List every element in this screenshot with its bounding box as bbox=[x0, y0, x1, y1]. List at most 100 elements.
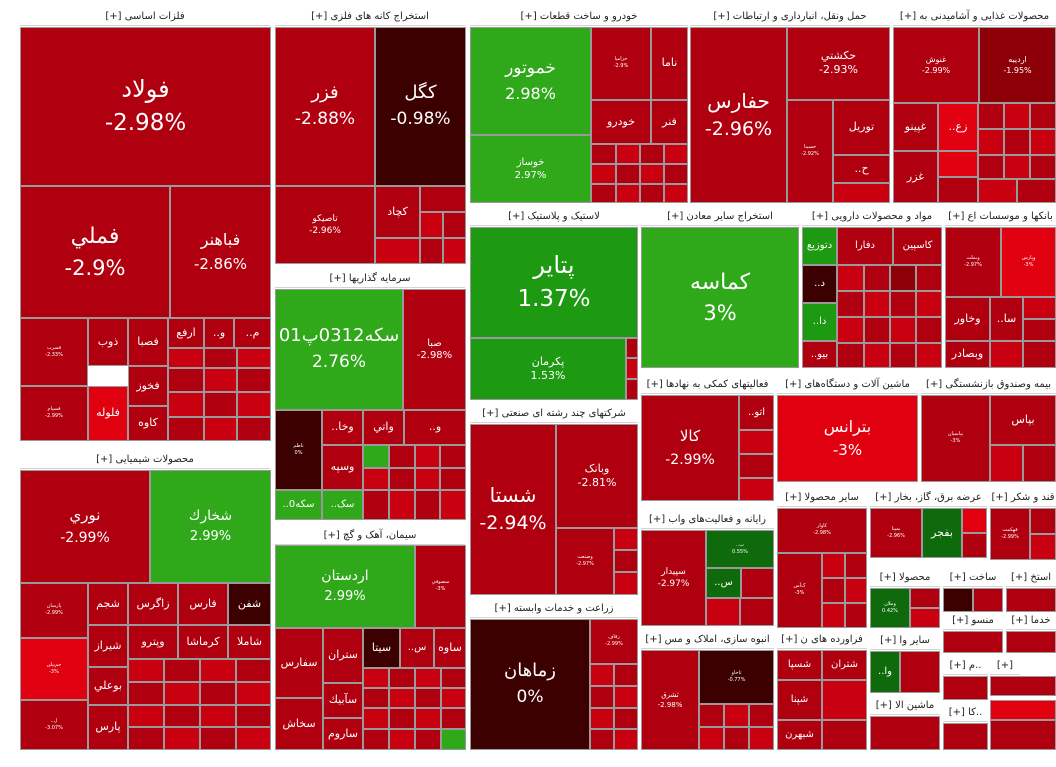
treemap-tile-small[interactable] bbox=[626, 358, 638, 379]
treemap-tile-small[interactable] bbox=[837, 291, 864, 317]
treemap-tile-small[interactable] bbox=[845, 578, 867, 603]
treemap-tile-small[interactable] bbox=[237, 348, 271, 368]
treemap-tile-small[interactable] bbox=[168, 417, 204, 441]
treemap-tile-small[interactable] bbox=[640, 144, 664, 164]
treemap-tile-small[interactable] bbox=[389, 688, 415, 708]
treemap-tile-small[interactable] bbox=[699, 704, 724, 727]
treemap-tile[interactable]: توريل bbox=[833, 100, 890, 155]
treemap-tile-small[interactable] bbox=[420, 186, 466, 212]
sector-header[interactable]: سایر محصولا [+] bbox=[777, 489, 867, 507]
treemap-tile[interactable]: ..و bbox=[404, 410, 466, 445]
sector-header[interactable]: منسو [+] bbox=[943, 612, 1003, 630]
treemap-tile-small[interactable] bbox=[415, 468, 440, 490]
treemap-tile-small[interactable] bbox=[749, 727, 774, 750]
treemap-tile-small[interactable] bbox=[938, 177, 978, 203]
treemap-tile[interactable]: سیتا bbox=[363, 628, 400, 668]
treemap-tile[interactable]: تاصيكو -2.96% bbox=[275, 186, 375, 264]
treemap-tile[interactable]: فلوله bbox=[88, 386, 128, 441]
treemap-tile-small[interactable] bbox=[822, 680, 867, 720]
treemap-tile-small[interactable] bbox=[822, 720, 867, 750]
treemap-tile[interactable]: فسپام -2.99% bbox=[20, 386, 88, 441]
treemap-tile-small[interactable] bbox=[943, 588, 973, 612]
sector-header[interactable]: انبوه سازی، املاک و مس [+] bbox=[641, 631, 774, 649]
treemap-tile[interactable]: پارسان -2.99% bbox=[20, 583, 88, 638]
treemap-tile[interactable]: وبصادر bbox=[945, 341, 990, 368]
treemap-tile-small[interactable] bbox=[389, 468, 415, 490]
treemap-tile[interactable]: دفارا bbox=[837, 227, 893, 265]
treemap-tile-small[interactable] bbox=[740, 598, 774, 626]
treemap-tile[interactable]: دتوزيع bbox=[802, 227, 837, 265]
sector-header[interactable]: لاستیک و پلاستیک [+] bbox=[470, 208, 638, 226]
treemap-tile-small[interactable] bbox=[616, 164, 640, 184]
treemap-tile[interactable]: ..اتو bbox=[739, 395, 774, 430]
treemap-tile-small[interactable] bbox=[616, 144, 640, 164]
treemap-tile-small[interactable] bbox=[375, 238, 420, 264]
treemap-tile-small[interactable] bbox=[864, 343, 890, 368]
sector-header[interactable]: زراعت و خدمات وابسته [+] bbox=[470, 600, 638, 618]
treemap-tile-small[interactable] bbox=[822, 603, 845, 628]
treemap-tile-small[interactable] bbox=[164, 659, 200, 682]
treemap-tile-small[interactable] bbox=[739, 454, 774, 478]
treemap-tile[interactable]: بترانس -3% bbox=[777, 395, 918, 482]
treemap-tile[interactable]: زماهان 0% bbox=[470, 619, 590, 750]
treemap-tile-small[interactable] bbox=[614, 550, 638, 572]
treemap-tile[interactable]: کرماشا bbox=[178, 625, 228, 659]
treemap-tile[interactable]: خودرو bbox=[591, 100, 651, 144]
treemap-tile-small[interactable] bbox=[916, 343, 942, 368]
sector-header[interactable]: فعالیتهای کمکی به نهادها [+] bbox=[641, 376, 774, 394]
treemap-tile-small[interactable] bbox=[420, 212, 443, 238]
treemap-tile-small[interactable] bbox=[168, 392, 204, 417]
treemap-tile[interactable]: شاملا bbox=[228, 625, 271, 659]
treemap-tile[interactable]: سخاش bbox=[275, 698, 323, 750]
sector-header[interactable]: ساخت [+] bbox=[943, 569, 1003, 587]
sector-header[interactable]: ماشین الا [+] bbox=[870, 697, 940, 715]
treemap-tile[interactable]: ..ب 0.55% bbox=[706, 530, 774, 568]
treemap-tile[interactable]: کاوار -2.98% bbox=[777, 508, 867, 553]
sector-header[interactable]: خودرو و ساخت قطعات [+] bbox=[470, 8, 688, 26]
treemap-tile-small[interactable] bbox=[943, 676, 988, 700]
treemap-tile[interactable]: بوعلي bbox=[88, 667, 128, 705]
treemap-tile[interactable]: غنوش -2.99% bbox=[893, 27, 979, 103]
treemap-tile-small[interactable] bbox=[443, 238, 466, 264]
treemap-tile-small[interactable] bbox=[962, 533, 987, 558]
treemap-tile[interactable]: شسپا bbox=[777, 650, 822, 680]
treemap-tile-small[interactable] bbox=[910, 608, 940, 628]
treemap-tile[interactable]: ..م bbox=[234, 318, 271, 348]
treemap-tile-small[interactable] bbox=[1023, 319, 1056, 341]
treemap-tile[interactable]: فسرب -2.33% bbox=[20, 318, 88, 386]
treemap-tile-small[interactable] bbox=[890, 317, 916, 343]
treemap-tile-small[interactable] bbox=[363, 668, 389, 688]
treemap-tile[interactable]: ستران bbox=[323, 628, 363, 683]
treemap-tile-small[interactable] bbox=[822, 553, 845, 578]
treemap-tile[interactable]: ..سا bbox=[990, 297, 1023, 341]
treemap-tile[interactable]: کاوه bbox=[128, 406, 168, 441]
treemap-tile-small[interactable] bbox=[990, 445, 1023, 482]
treemap-tile-small[interactable] bbox=[1030, 508, 1056, 534]
treemap-tile-small[interactable] bbox=[420, 238, 443, 264]
treemap-tile-small[interactable] bbox=[614, 708, 638, 729]
treemap-tile-small[interactable] bbox=[237, 368, 271, 392]
sector-header[interactable]: بیمه وصندوق بازنشستگی [+] bbox=[921, 376, 1056, 394]
treemap-tile-small[interactable] bbox=[164, 705, 200, 727]
treemap-tile-small[interactable] bbox=[938, 151, 978, 177]
treemap-tile[interactable]: نوري -2.99% bbox=[20, 470, 150, 583]
treemap-tile[interactable]: ..زع bbox=[938, 103, 978, 151]
treemap-tile[interactable]: سکه0312پ01 2.76% bbox=[275, 289, 403, 410]
treemap-tile-small[interactable] bbox=[724, 727, 749, 750]
treemap-tile[interactable]: ..س bbox=[706, 568, 741, 598]
treemap-tile-small[interactable] bbox=[978, 103, 1004, 129]
treemap-tile-small[interactable] bbox=[415, 708, 441, 729]
treemap-tile-small[interactable] bbox=[1006, 631, 1056, 653]
treemap-tile[interactable]: وخاور bbox=[945, 297, 990, 341]
treemap-tile[interactable]: وملان 0.42% bbox=[870, 588, 910, 628]
treemap-tile[interactable]: ثاخاو -0.77% bbox=[699, 650, 774, 704]
treemap-tile-small[interactable] bbox=[440, 445, 466, 468]
treemap-tile-small[interactable] bbox=[591, 144, 616, 164]
treemap-tile[interactable]: فخوز bbox=[128, 366, 168, 406]
treemap-tile[interactable]: شتران bbox=[822, 650, 867, 680]
treemap-tile[interactable]: شبهرن bbox=[777, 720, 822, 750]
treemap-tile[interactable]: حكشتي -2.93% bbox=[787, 27, 890, 100]
treemap-tile-small[interactable] bbox=[864, 317, 890, 343]
treemap-tile-small[interactable] bbox=[833, 183, 890, 203]
treemap-tile-small[interactable] bbox=[590, 729, 614, 750]
